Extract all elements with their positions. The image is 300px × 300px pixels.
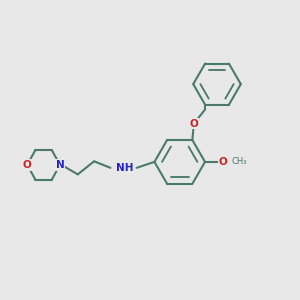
Text: N: N (56, 160, 64, 170)
Text: CH₃: CH₃ (231, 158, 247, 166)
Text: O: O (218, 157, 227, 167)
Text: NH: NH (116, 163, 134, 173)
Text: O: O (190, 119, 198, 129)
Text: N: N (56, 160, 64, 170)
Text: O: O (23, 160, 32, 170)
